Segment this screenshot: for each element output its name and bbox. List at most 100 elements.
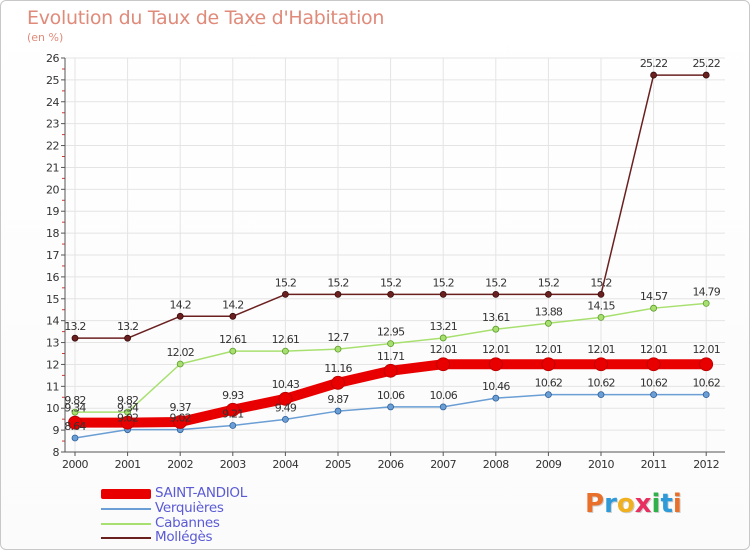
logo-letter: t <box>660 489 673 519</box>
x-tick-label: 2002 <box>167 458 193 471</box>
legend-item-cabannes: Cabannes <box>101 515 401 531</box>
x-tick-label: 2001 <box>115 458 141 471</box>
x-tick-label: 2010 <box>588 458 614 471</box>
x-tick-label: 2009 <box>535 458 561 471</box>
logo-letter: o <box>616 489 635 519</box>
data-label-saint-andiol: 12.01 <box>692 343 720 356</box>
y-tick-label: 15 <box>46 293 59 306</box>
data-label-cabannes: 14.15 <box>587 299 615 312</box>
y-tick-label: 21 <box>46 161 59 174</box>
data-label-verquieres: 10.06 <box>429 389 457 402</box>
data-point-verquieres <box>545 391 552 399</box>
data-label-verquieres: 8.64 <box>64 420 86 433</box>
data-point-cabannes <box>124 408 131 416</box>
data-point-molleges <box>71 334 79 342</box>
data-label-molleges: 14.2 <box>170 298 191 311</box>
data-label-saint-andiol: 10.43 <box>272 378 300 391</box>
data-label-molleges: 15.2 <box>538 276 559 289</box>
data-label-cabannes: 12.95 <box>377 326 405 339</box>
data-label-cabannes: 12.02 <box>166 346 194 359</box>
data-label-verquieres: 9.02 <box>170 412 191 425</box>
legend-label-cabannes: Cabannes <box>155 515 220 531</box>
x-tick-label: 2006 <box>378 458 404 471</box>
data-label-verquieres: 10.06 <box>377 389 405 402</box>
data-point-verquieres <box>71 434 79 442</box>
data-point-cabannes <box>439 334 447 342</box>
data-point-saint-andiol <box>173 415 188 429</box>
y-tick-label: 9 <box>53 424 60 437</box>
data-label-molleges: 15.2 <box>485 276 506 289</box>
legend-label-molleges: Mollégès <box>155 529 213 545</box>
data-point-molleges <box>545 290 552 298</box>
data-point-molleges <box>597 290 605 298</box>
data-point-verquieres <box>597 391 605 399</box>
data-point-molleges <box>124 334 131 342</box>
legend-swatch-verquieres <box>101 508 151 510</box>
data-label-cabannes: 12.61 <box>219 333 247 346</box>
data-point-verquieres <box>702 391 710 399</box>
legend-label-saint-andiol: SAINT-ANDIOL <box>155 485 247 501</box>
data-label-cabannes: 12.61 <box>272 333 300 346</box>
data-point-verquieres <box>334 407 342 415</box>
data-label-molleges: 13.2 <box>117 320 138 333</box>
data-label-cabannes: 9.82 <box>117 394 138 407</box>
data-point-cabannes <box>229 347 237 355</box>
data-label-molleges: 15.2 <box>327 276 348 289</box>
x-tick-label: 2011 <box>641 458 667 471</box>
data-label-saint-andiol: 9.93 <box>222 389 244 402</box>
legend-item-saint-andiol: SAINT-ANDIOL <box>101 485 401 501</box>
data-point-saint-andiol <box>331 375 345 390</box>
data-label-verquieres: 10.62 <box>692 377 720 390</box>
data-label-verquieres: 10.62 <box>587 377 615 390</box>
data-label-verquieres: 9.49 <box>275 401 297 414</box>
data-label-cabannes: 13.21 <box>429 320 457 333</box>
logo-letter: r <box>604 489 617 519</box>
x-tick-label: 2008 <box>483 458 509 471</box>
data-label-molleges: 15.2 <box>380 276 401 289</box>
y-tick-label: 11 <box>46 380 59 393</box>
data-label-saint-andiol: 12.01 <box>429 343 457 356</box>
chart-subtitle: (en %) <box>27 31 64 44</box>
x-tick-label: 2007 <box>430 458 456 471</box>
y-tick-label: 8 <box>53 446 60 459</box>
data-label-cabannes: 13.61 <box>482 311 510 324</box>
data-label-molleges: 15.2 <box>275 276 296 289</box>
data-point-cabannes <box>387 340 395 348</box>
y-tick-label: 26 <box>46 52 59 65</box>
data-point-verquieres <box>387 403 395 411</box>
y-tick-label: 14 <box>46 315 59 328</box>
data-point-molleges <box>492 290 500 298</box>
y-tick-label: 13 <box>46 337 59 350</box>
data-point-molleges <box>702 71 710 79</box>
data-label-verquieres: 9.02 <box>117 412 138 425</box>
data-point-cabannes <box>71 408 79 416</box>
data-point-molleges <box>229 312 237 320</box>
data-point-verquieres <box>492 394 500 402</box>
data-point-saint-andiol <box>541 357 556 372</box>
data-point-verquieres <box>229 422 237 429</box>
data-label-saint-andiol: 12.01 <box>640 343 668 356</box>
y-tick-label: 12 <box>46 358 59 371</box>
data-label-verquieres: 10.62 <box>640 377 668 390</box>
data-label-cabannes: 13.88 <box>535 305 563 318</box>
data-label-verquieres: 10.46 <box>482 380 510 393</box>
data-point-molleges <box>281 290 289 298</box>
data-label-molleges: 15.2 <box>590 276 611 289</box>
data-label-molleges: 25.22 <box>640 57 668 70</box>
data-point-saint-andiol <box>278 391 293 406</box>
data-label-saint-andiol: 12.01 <box>535 343 563 356</box>
x-tick-label: 2000 <box>62 458 88 471</box>
data-label-molleges: 13.2 <box>64 320 85 333</box>
data-point-molleges <box>334 290 342 298</box>
data-point-cabannes <box>334 345 342 353</box>
legend-swatch-cabannes <box>101 523 151 525</box>
legend-swatch-saint-andiol <box>101 489 151 499</box>
data-label-saint-andiol: 9.34 <box>117 402 139 415</box>
data-point-cabannes <box>702 299 710 307</box>
legend-item-verquieres: Verquières <box>101 501 401 516</box>
proxiti-logo: Proxiti <box>585 489 682 519</box>
y-tick-label: 23 <box>46 118 59 131</box>
data-label-saint-andiol: 11.16 <box>324 362 352 375</box>
